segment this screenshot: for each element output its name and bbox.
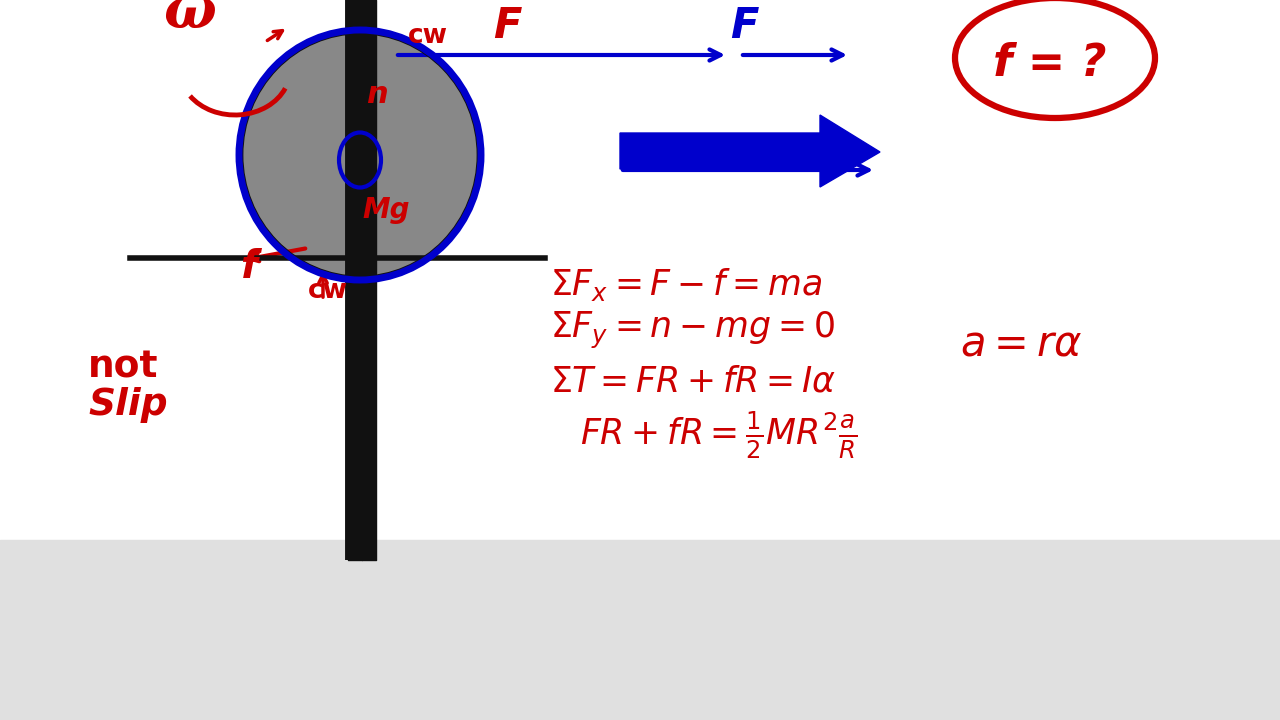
Polygon shape bbox=[620, 115, 881, 187]
Text: $\mathit{\Sigma F_x = F - f = ma}$: $\mathit{\Sigma F_x = F - f = ma}$ bbox=[550, 266, 822, 303]
Ellipse shape bbox=[242, 33, 477, 277]
Text: cw: cw bbox=[308, 278, 348, 304]
Text: not: not bbox=[88, 350, 159, 386]
Text: F: F bbox=[730, 5, 758, 47]
Text: f: f bbox=[241, 248, 257, 286]
Text: ω: ω bbox=[163, 0, 216, 40]
Text: Mg: Mg bbox=[362, 196, 410, 224]
Text: $\mathit{a = r\alpha}$: $\mathit{a = r\alpha}$ bbox=[960, 322, 1083, 364]
Text: $\mathit{\Sigma F_y = n - mg = 0}$: $\mathit{\Sigma F_y = n - mg = 0}$ bbox=[550, 310, 835, 351]
Text: F: F bbox=[493, 5, 521, 47]
Text: $\mathit{\Sigma T = FR + fR = I\alpha}$: $\mathit{\Sigma T = FR + fR = I\alpha}$ bbox=[550, 365, 836, 399]
Text: $\mathit{FR + fR = \frac{1}{2}MR^2\frac{a}{R}}$: $\mathit{FR + fR = \frac{1}{2}MR^2\frac{… bbox=[580, 410, 858, 461]
Text: n: n bbox=[366, 80, 388, 109]
Text: Slip: Slip bbox=[88, 387, 168, 423]
Text: f = ?: f = ? bbox=[993, 42, 1107, 84]
Text: cw: cw bbox=[408, 23, 448, 49]
